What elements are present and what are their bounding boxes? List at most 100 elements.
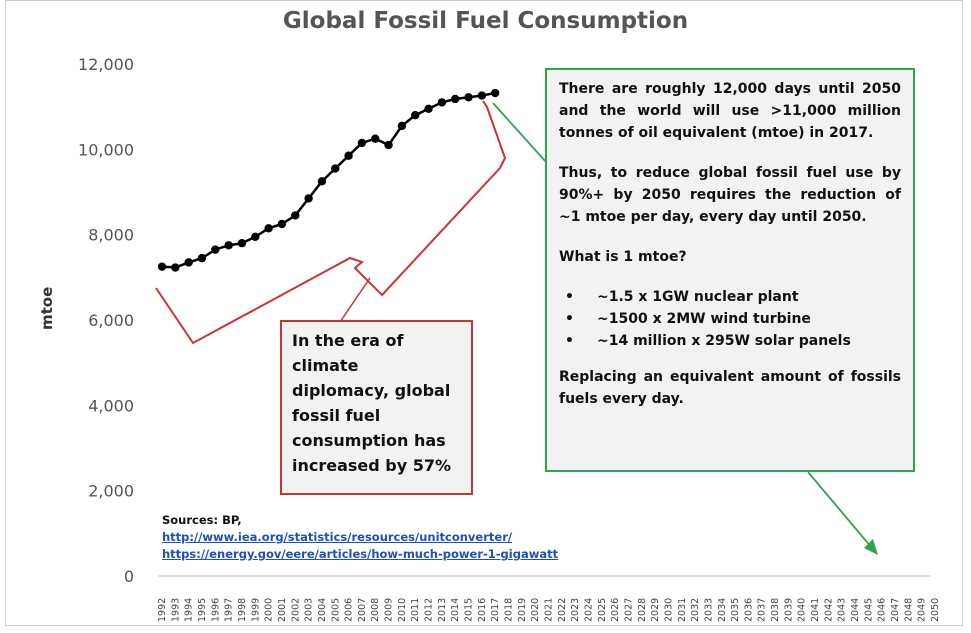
x-tick-label: 1998 xyxy=(237,598,248,622)
x-tick-label: 2038 xyxy=(770,598,781,622)
data-point xyxy=(197,253,207,263)
x-tick-label: 2004 xyxy=(317,598,328,622)
x-tick-label: 2024 xyxy=(583,598,594,622)
x-tick-label: 2048 xyxy=(903,598,914,622)
x-tick-label: 2023 xyxy=(570,598,581,622)
data-point xyxy=(224,241,233,250)
data-point xyxy=(211,245,220,254)
info-bullet-list: ~1.5 x 1GW nuclear plant ~1500 x 2MW win… xyxy=(559,286,901,352)
x-tick-label: 2014 xyxy=(450,598,461,622)
x-tick-label: 1999 xyxy=(250,598,261,622)
data-point xyxy=(424,104,433,114)
y-tick-label: 8,000 xyxy=(88,226,134,245)
info-bullet: ~1500 x 2MW wind turbine xyxy=(559,308,901,330)
x-tick-label: 2015 xyxy=(464,598,475,622)
y-tick-label: 4,000 xyxy=(88,396,134,415)
x-tick-label: 2036 xyxy=(743,598,754,622)
data-point xyxy=(384,140,393,150)
x-tick-label: 2019 xyxy=(517,598,528,622)
data-point xyxy=(291,211,300,220)
data-point xyxy=(184,258,193,267)
source-link-energy-gov[interactable]: https://energy.gov/eere/articles/how-muc… xyxy=(162,547,559,561)
info-paragraph-1: There are roughly 12,000 days until 2050… xyxy=(559,81,901,141)
x-tick-label: 2032 xyxy=(690,598,701,622)
data-point xyxy=(237,239,247,248)
data-point xyxy=(371,134,380,143)
x-tick-label: 2027 xyxy=(623,598,634,622)
data-point xyxy=(477,91,487,100)
data-point xyxy=(397,121,407,131)
x-tick-label: 2020 xyxy=(530,598,541,622)
x-tick-label: 2046 xyxy=(877,598,888,622)
x-tick-label: 2010 xyxy=(397,598,408,622)
x-tick-label: 2049 xyxy=(917,598,928,622)
x-tick-label: 2029 xyxy=(650,598,661,622)
info-bullet: ~14 million x 295W solar panels xyxy=(559,330,901,352)
x-tick-label: 2031 xyxy=(677,598,688,622)
x-tick-label: 2033 xyxy=(703,598,714,622)
x-tick-label: 2050 xyxy=(930,598,941,622)
data-point xyxy=(277,219,287,229)
sources: Sources: BP, http://www.iea.org/statisti… xyxy=(162,512,558,563)
x-tick-label: 1997 xyxy=(224,598,235,622)
data-point xyxy=(490,88,500,98)
data-point xyxy=(411,111,420,120)
x-tick-label: 2002 xyxy=(290,598,301,622)
x-tick-label: 2011 xyxy=(410,598,421,622)
arrow-head xyxy=(864,539,878,555)
x-tick-label: 2012 xyxy=(424,598,435,622)
x-tick-label: 2001 xyxy=(277,598,288,622)
y-tick-label: 10,000 xyxy=(78,140,134,159)
y-tick-label: 0 xyxy=(124,567,134,586)
y-tick-label: 2,000 xyxy=(88,482,134,501)
x-tick-label: 2016 xyxy=(477,598,488,622)
info-paragraph-2: Thus, to reduce global fossil fuel use b… xyxy=(559,165,901,225)
data-point xyxy=(171,263,180,272)
x-tick-label: 2047 xyxy=(890,598,901,622)
y-tick-label: 6,000 xyxy=(88,311,134,330)
x-tick-label: 2040 xyxy=(797,598,808,622)
data-point xyxy=(157,262,167,271)
y-tick-label: 12,000 xyxy=(78,55,134,74)
data-point xyxy=(304,194,313,203)
data-point xyxy=(344,151,353,160)
info-connector xyxy=(492,102,547,163)
x-tick-label: 2005 xyxy=(330,598,341,622)
x-tick-label: 2026 xyxy=(610,598,621,622)
x-tick-label: 2009 xyxy=(384,598,395,622)
x-tick-label: 2007 xyxy=(357,598,368,622)
x-tick-label: 2018 xyxy=(504,598,515,622)
callout-box: In the era of climate diplomacy, global … xyxy=(280,320,473,495)
info-bullet: ~1.5 x 1GW nuclear plant xyxy=(559,286,901,308)
chart-title: Global Fossil Fuel Consumption xyxy=(282,8,689,34)
x-tick-label: 1993 xyxy=(170,598,181,622)
x-tick-label: 1994 xyxy=(184,598,195,622)
info-question: What is 1 mtoe? xyxy=(559,249,687,265)
data-point xyxy=(317,177,327,186)
x-tick-label: 2035 xyxy=(730,598,741,622)
x-tick-label: 2025 xyxy=(597,598,608,622)
data-point xyxy=(264,224,273,233)
callout-connector xyxy=(339,277,371,323)
x-tick-label: 2017 xyxy=(490,598,501,622)
x-tick-label: 2003 xyxy=(304,598,315,622)
x-tick-label: 2021 xyxy=(544,598,555,622)
sources-label: Sources: BP, xyxy=(162,513,242,527)
x-tick-label: 2006 xyxy=(344,598,355,622)
data-point xyxy=(451,94,460,104)
data-point xyxy=(251,232,260,241)
x-tick-label: 2045 xyxy=(863,598,874,622)
x-tick-label: 2043 xyxy=(837,598,848,622)
data-point xyxy=(437,98,447,107)
x-tick-label: 1996 xyxy=(210,598,221,622)
x-tick-label: 2013 xyxy=(437,598,448,622)
x-tick-label: 2037 xyxy=(757,598,768,622)
x-tick-label: 1995 xyxy=(197,598,208,622)
x-tick-label: 2042 xyxy=(823,598,834,622)
x-tick-label: 2034 xyxy=(717,598,728,622)
source-link-iea[interactable]: http://www.iea.org/statistics/resources/… xyxy=(162,530,513,544)
series-line xyxy=(161,91,496,269)
x-tick-label: 2039 xyxy=(783,598,794,622)
x-tick-label: 2041 xyxy=(810,598,821,622)
